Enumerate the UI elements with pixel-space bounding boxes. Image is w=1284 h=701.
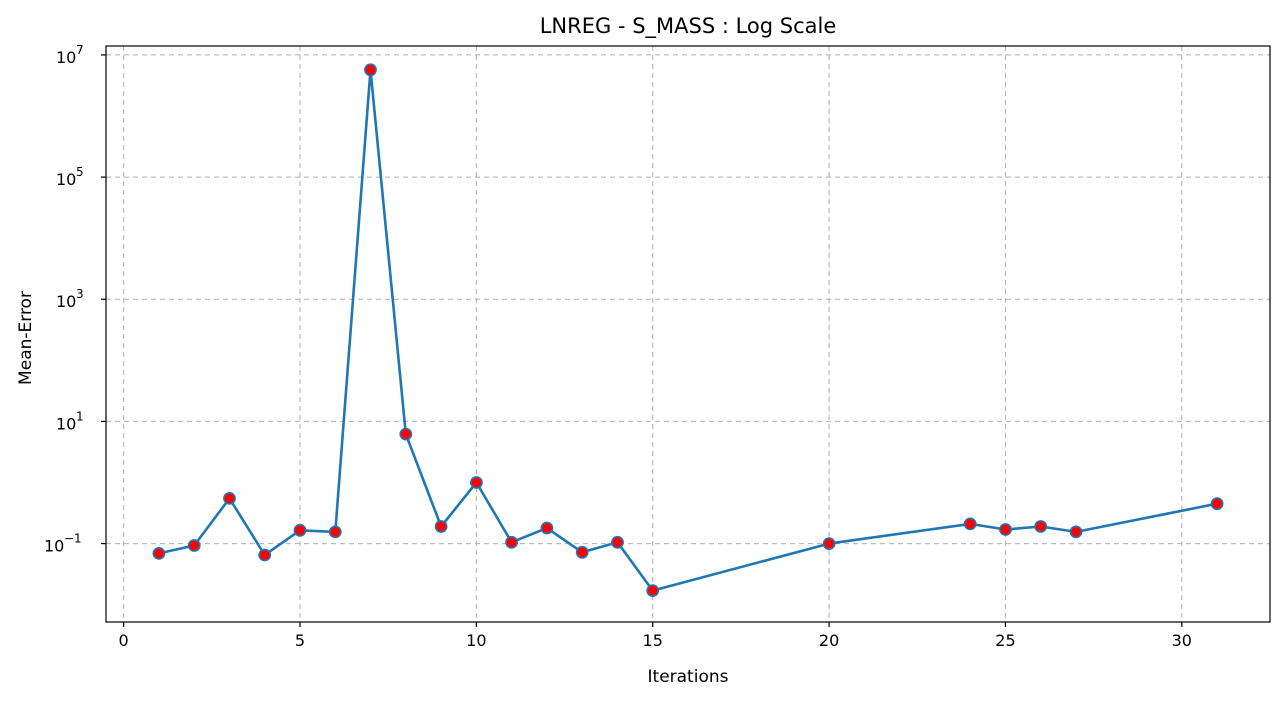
data-point xyxy=(293,523,307,537)
y-tick-label: 10 xyxy=(44,537,64,556)
data-point xyxy=(611,535,624,549)
data-point xyxy=(505,535,518,549)
data-point xyxy=(646,584,660,597)
data-point xyxy=(1210,497,1224,511)
x-tick-label: 15 xyxy=(643,631,663,650)
data-point xyxy=(399,427,413,441)
series-line xyxy=(158,68,1218,592)
series-markers xyxy=(152,63,1224,597)
data-point xyxy=(1069,525,1083,539)
y-tick-exponent: 3 xyxy=(76,287,84,301)
x-axis-label: Iterations xyxy=(648,667,729,687)
x-tick-label: 20 xyxy=(819,631,839,650)
data-point xyxy=(540,521,554,535)
x-tick-label: 25 xyxy=(995,631,1015,650)
plot-frame xyxy=(105,45,1271,623)
chart-title: LNREG - S_MASS : Log Scale xyxy=(540,14,837,39)
data-point xyxy=(822,537,836,550)
y-axis-label: Mean-Error xyxy=(16,291,36,385)
y-tick-exponent: 1 xyxy=(76,409,84,423)
data-point xyxy=(223,491,236,505)
grid xyxy=(106,46,1270,622)
y-tick-label: 10 xyxy=(56,292,76,311)
x-tick-label: 10 xyxy=(466,631,486,650)
x-tick-label: 0 xyxy=(119,631,129,650)
data-point xyxy=(575,545,589,559)
y-tick-label: 10 xyxy=(56,48,76,67)
data-point xyxy=(152,547,166,560)
y-tick-exponent: 7 xyxy=(76,43,84,57)
data-point xyxy=(258,548,272,562)
data-point xyxy=(469,476,483,489)
data-point xyxy=(999,523,1012,536)
data-point xyxy=(434,520,448,533)
x-tick-label: 5 xyxy=(295,631,305,650)
data-point xyxy=(328,525,342,539)
y-tick-exponent: −1 xyxy=(64,532,82,546)
data-point xyxy=(963,517,977,531)
data-point xyxy=(1034,520,1048,533)
series-lines xyxy=(158,68,1218,592)
y-tick-label: 10 xyxy=(56,170,76,189)
y-tick-exponent: 5 xyxy=(76,165,84,179)
y-tick-label: 10 xyxy=(56,414,76,433)
data-point xyxy=(364,63,377,77)
data-point xyxy=(187,539,201,552)
x-tick-label: 30 xyxy=(1172,631,1192,650)
